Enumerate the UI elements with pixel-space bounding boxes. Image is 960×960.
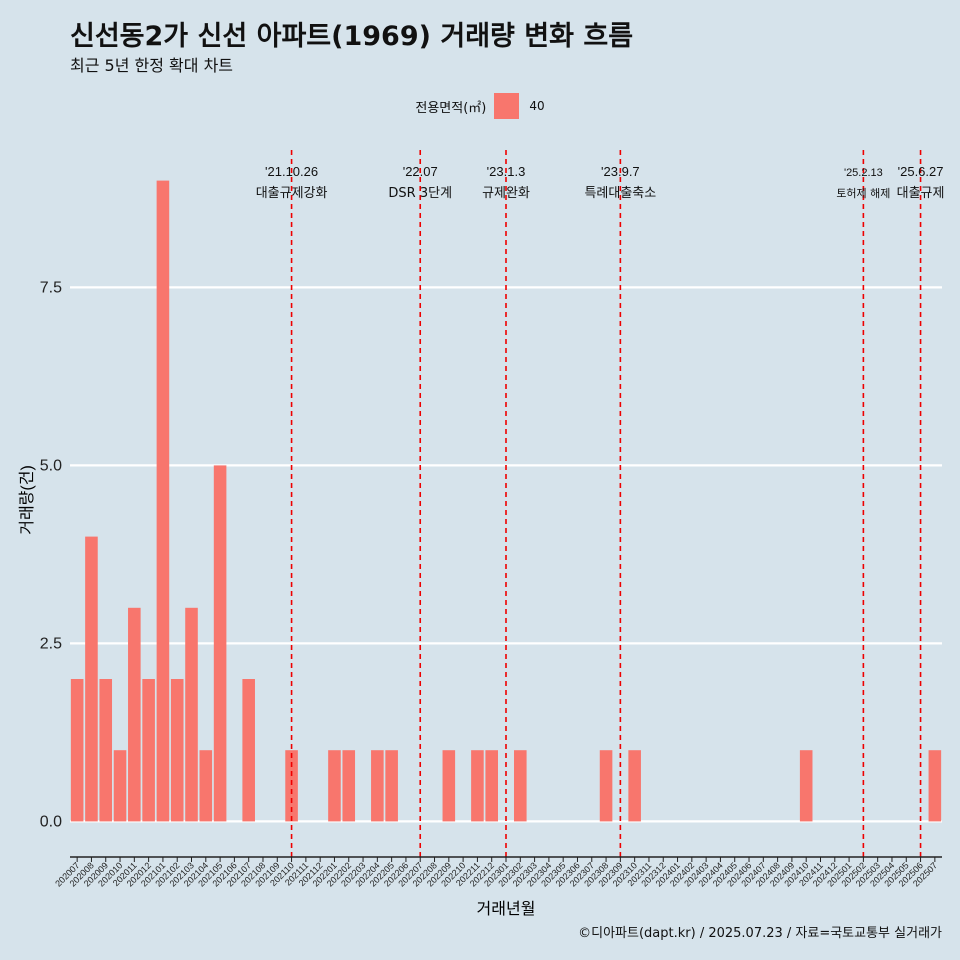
event-date-label: '23.9.7 bbox=[601, 164, 640, 179]
bar bbox=[514, 750, 527, 822]
y-axis-label: 거래량(건) bbox=[18, 465, 36, 535]
chart-subtitle: 최근 5년 한정 확대 차트 bbox=[70, 56, 234, 75]
event-name-label: DSR 3단계 bbox=[388, 186, 452, 201]
event-date-label: '25.6.27 bbox=[898, 164, 944, 179]
event-name-label: 특례대출축소 bbox=[584, 186, 656, 201]
y-tick-label: 2.5 bbox=[40, 635, 62, 652]
bar bbox=[328, 750, 341, 822]
bar bbox=[213, 465, 227, 822]
bar bbox=[799, 750, 813, 822]
bar bbox=[242, 679, 255, 822]
event-date-label: '23.1.3 bbox=[487, 164, 526, 179]
event-lines: '21.10.26 대출규제강화 '22.07 DSR 3단계 '23.1.3 규제완화 '… bbox=[256, 150, 945, 857]
event-name-label: 규제완화 bbox=[482, 186, 530, 201]
bar bbox=[170, 679, 184, 822]
bar bbox=[99, 679, 113, 822]
legend-item-label: 40 bbox=[529, 99, 545, 113]
bar bbox=[113, 750, 127, 822]
bar bbox=[185, 607, 198, 822]
legend-swatch bbox=[494, 93, 520, 119]
y-tick-label: 0.0 bbox=[40, 813, 62, 830]
bar bbox=[199, 750, 213, 822]
bar bbox=[70, 679, 84, 822]
bar bbox=[342, 750, 356, 822]
bar bbox=[442, 750, 456, 822]
source-caption: ©디아파트(dapt.kr) / 2025.07.23 / 자료=국토교통부 실… bbox=[578, 926, 942, 941]
bar bbox=[371, 750, 384, 822]
bar bbox=[928, 750, 942, 822]
legend: 전용면적(㎡) 40 bbox=[0, 93, 960, 119]
event-date-label: '22.07 bbox=[403, 164, 438, 179]
event-date-label: '25.2.13 bbox=[844, 167, 883, 179]
event-name-label: 토허제 해제 bbox=[836, 186, 890, 200]
event-name-label: 대출규제 bbox=[897, 186, 945, 201]
bar bbox=[156, 180, 170, 822]
y-tick-label: 5.0 bbox=[40, 457, 62, 474]
event-name-label: 대출규제강화 bbox=[256, 186, 328, 201]
event-date-label: '21.10.26 bbox=[265, 164, 318, 179]
x-axis-label: 거래년월 bbox=[477, 900, 536, 918]
bar bbox=[599, 750, 613, 822]
bar bbox=[471, 750, 484, 822]
bar bbox=[628, 750, 641, 822]
bar bbox=[128, 607, 141, 822]
chart-title: 신선동2가 신선 아파트(1969) 거래량 변화 흐름 bbox=[70, 21, 634, 52]
legend-title: 전용면적(㎡) bbox=[415, 100, 487, 116]
bar bbox=[385, 750, 398, 822]
bar bbox=[485, 750, 498, 822]
y-tick-label: 7.5 bbox=[40, 279, 62, 296]
bar bbox=[142, 679, 155, 822]
bar bbox=[85, 536, 98, 822]
bars bbox=[70, 180, 942, 822]
bar bbox=[285, 750, 298, 822]
